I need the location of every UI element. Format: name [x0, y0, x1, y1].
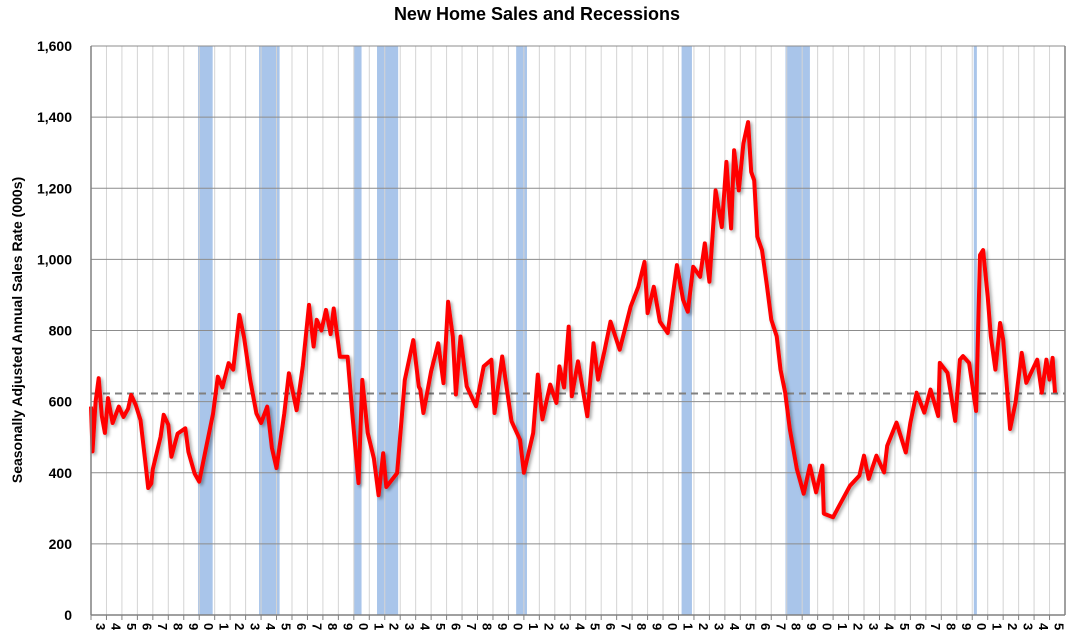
x-tick-label: 8 — [943, 623, 958, 630]
series-line-new-home-sales — [89, 120, 1057, 520]
x-tick-label: 0 — [974, 623, 989, 630]
x-tick-label: 2 — [851, 623, 866, 630]
x-tick-label: 1 — [371, 623, 386, 630]
x-tick-label: 0 — [820, 623, 835, 630]
x-tick-label: 6 — [449, 623, 464, 630]
x-tick-label: 5 — [279, 623, 294, 630]
x-tick-label: 7 — [773, 623, 788, 630]
x-tick-label: 4 — [108, 623, 123, 630]
x-tick-label: 7 — [619, 623, 634, 630]
x-tick-label: 4 — [572, 623, 587, 630]
x-tick-label: 3 — [248, 623, 263, 630]
x-tick-label: 6 — [294, 623, 309, 630]
x-tick-label: 3 — [402, 623, 417, 630]
x-tick-label: 9 — [340, 623, 355, 630]
x-tick-label: 4 — [263, 623, 278, 630]
y-tick-label: 800 — [49, 323, 73, 339]
x-tick-label: 5 — [742, 623, 757, 630]
x-tick-label: 2 — [541, 623, 556, 630]
y-tick-label: 600 — [49, 394, 73, 410]
x-tick-label: 3 — [93, 623, 108, 630]
x-tick-label: 9 — [804, 623, 819, 630]
x-tick-label: 5 — [897, 623, 912, 630]
y-axis-ticks: 0 200 400 600 800 1,000 1,200 1,400 1,600 — [37, 38, 72, 623]
x-tick-label: 3 — [1021, 623, 1036, 630]
x-tick-label: 1 — [217, 623, 232, 630]
x-tick-label: 8 — [325, 623, 340, 630]
x-tick-label: 5 — [1052, 623, 1067, 630]
x-tick-label: 3 — [711, 623, 726, 630]
x-tick-label: 1 — [526, 623, 541, 630]
x-tick-label: 2 — [1005, 623, 1020, 630]
chart-title: New Home Sales and Recessions — [394, 4, 680, 24]
x-tick-label: 4 — [881, 623, 896, 630]
x-tick-label: 2 — [387, 623, 402, 630]
x-tick-label: 4 — [727, 623, 742, 630]
x-tick-label: 6 — [603, 623, 618, 630]
y-tick-label: 1,200 — [37, 180, 72, 196]
x-tick-label: 8 — [480, 623, 495, 630]
x-tick-label: 3 — [557, 623, 572, 630]
y-tick-label: 1,000 — [37, 251, 72, 267]
x-tick-label: 8 — [170, 623, 185, 630]
y-axis-label: Seasonally Adjusted Annual Sales Rate (0… — [9, 177, 25, 483]
x-tick-label: 1 — [680, 623, 695, 630]
x-tick-label: 6 — [912, 623, 927, 630]
x-tick-label: 5 — [433, 623, 448, 630]
x-tick-label: 0 — [201, 623, 216, 630]
y-tick-label: 400 — [49, 465, 73, 481]
x-tick-label: 7 — [155, 623, 170, 630]
x-tick-label: 9 — [186, 623, 201, 630]
x-tick-label: 0 — [510, 623, 525, 630]
x-tick-label: 4 — [1036, 623, 1051, 630]
x-tick-label: 5 — [124, 623, 139, 630]
x-tick-label: 8 — [634, 623, 649, 630]
x-tick-label: 0 — [665, 623, 680, 630]
x-tick-label: 6 — [139, 623, 154, 630]
x-tick-label: 3 — [866, 623, 881, 630]
x-tick-label: 0 — [356, 623, 371, 630]
x-tick-label: 1 — [835, 623, 850, 630]
x-tick-label: 2 — [232, 623, 247, 630]
y-tick-label: 1,600 — [37, 38, 72, 54]
y-tick-label: 1,400 — [37, 109, 72, 125]
y-tick-label: 0 — [64, 607, 72, 623]
x-tick-label: 4 — [418, 623, 433, 630]
horizontal-gridlines — [91, 45, 1065, 545]
x-tick-label: 2 — [696, 623, 711, 630]
x-tick-label: 5 — [588, 623, 603, 630]
x-tick-label: 8 — [789, 623, 804, 630]
x-tick-label: 1 — [990, 623, 1005, 630]
x-tick-label: 9 — [650, 623, 665, 630]
x-tick-label: 7 — [309, 623, 324, 630]
x-tick-label: 7 — [464, 623, 479, 630]
x-tick-label: 7 — [928, 623, 943, 630]
x-tick-label: 6 — [758, 623, 773, 630]
x-tick-label: 9 — [959, 623, 974, 630]
y-tick-label: 200 — [49, 536, 73, 552]
x-tick-label: 9 — [495, 623, 510, 630]
